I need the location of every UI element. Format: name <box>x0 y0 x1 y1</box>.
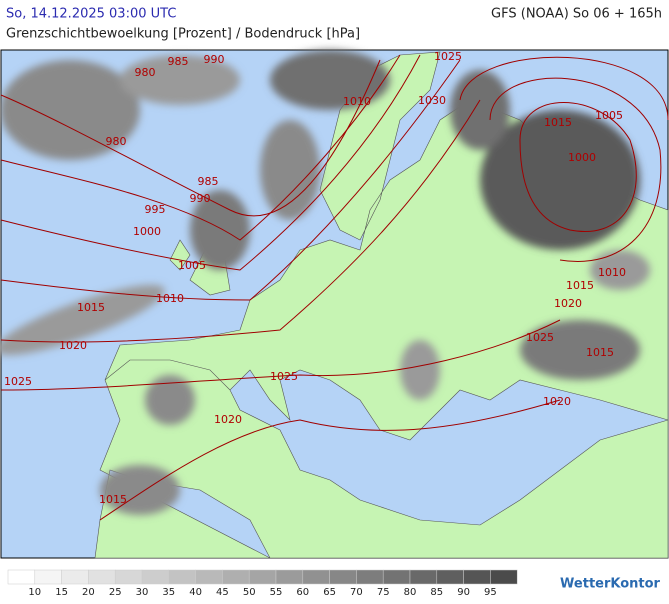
isobar-label: 1015 <box>99 493 127 506</box>
isobar-label: 1010 <box>343 95 371 108</box>
legend-tick-label: 25 <box>109 587 122 598</box>
legend-tick-label: 75 <box>377 587 390 598</box>
isobar-label: 1000 <box>133 225 161 238</box>
isobar-label: 1015 <box>566 279 594 292</box>
timestamp: So, 14.12.2025 03:00 UTC <box>6 7 176 22</box>
legend-tick-label: 95 <box>484 587 497 598</box>
legend-tick-label: 30 <box>136 587 149 598</box>
isobar-label: 995 <box>145 203 166 216</box>
isobar-label: 1025 <box>526 331 554 344</box>
isobar-label: 1030 <box>418 94 446 107</box>
isobar-label: 1015 <box>586 346 614 359</box>
legend-tick-label: 85 <box>430 587 443 598</box>
legend-swatch <box>141 569 170 585</box>
legend-swatch <box>61 569 89 585</box>
cloud-cover <box>0 50 650 515</box>
isobar-label: 1015 <box>544 116 572 129</box>
legend-tick-label: 70 <box>350 587 363 598</box>
model-run: GFS (NOAA) So 06 + 165h <box>491 7 662 22</box>
legend-tick-label: 40 <box>189 587 202 598</box>
legend-tick-label: 90 <box>457 587 470 598</box>
isobar-label: 1015 <box>77 301 105 314</box>
legend-swatch <box>302 569 330 585</box>
legend-swatch <box>195 569 223 585</box>
isobar-label: 990 <box>190 192 211 205</box>
legend-swatch <box>409 569 438 585</box>
isobar-label: 1025 <box>270 370 298 383</box>
legend-swatch <box>329 569 357 585</box>
legend-tick-label: 60 <box>296 587 309 598</box>
isobars <box>0 54 669 521</box>
isobar-label: 985 <box>168 55 189 68</box>
legend-tick-label: 35 <box>162 587 175 598</box>
legend-tick-label: 20 <box>82 587 95 598</box>
isobar-label: 1020 <box>214 413 242 426</box>
map-area: 985 990 980 1025 1010 1030 1015 1005 980 1000 985 9… <box>0 49 669 559</box>
legend-swatch <box>463 569 491 585</box>
legend-swatch <box>7 569 36 585</box>
isobar-label: 1020 <box>543 395 571 408</box>
legend: 10 15 20 25 30 35 40 45 50 55 60 65 70 75 80 85 90 95 <box>7 569 518 598</box>
legend-swatch <box>490 569 518 585</box>
subtitle: Grenzschichtbewoelkung [Prozent] / Boden… <box>6 27 360 42</box>
legend-swatch <box>34 569 62 585</box>
isobar-label: 985 <box>198 175 219 188</box>
legend-tick-label: 10 <box>28 587 41 598</box>
isobar-label: 980 <box>135 66 156 79</box>
isobar-label: 1025 <box>434 50 462 63</box>
isobar-label: 1005 <box>595 109 623 122</box>
legend-swatch <box>168 569 196 585</box>
legend-tick-label: 55 <box>270 587 283 598</box>
isobar-label: 1020 <box>554 297 582 310</box>
isobar-labels: 985 990 980 1025 1010 1030 1015 1005 980 1000 985 9… <box>4 50 626 506</box>
isobar-label: 980 <box>106 135 127 148</box>
legend-tick-label: 50 <box>243 587 256 598</box>
legend-tick-label: 80 <box>404 587 417 598</box>
legend-swatch <box>222 569 250 585</box>
legend-swatch <box>248 569 277 585</box>
isobar-label: 1010 <box>598 266 626 279</box>
legend-swatch <box>436 569 464 585</box>
logo: WetterKontor <box>560 577 661 592</box>
legend-swatch <box>356 569 384 585</box>
legend-tick-label: 45 <box>216 587 229 598</box>
isobar-label: 1010 <box>156 292 184 305</box>
legend-swatch <box>275 569 304 585</box>
isobar-label: 1025 <box>4 375 32 388</box>
legend-swatch <box>382 569 411 585</box>
isobar-label: 1000 <box>568 151 596 164</box>
legend-tick-label: 65 <box>323 587 336 598</box>
legend-tick-label: 15 <box>55 587 68 598</box>
isobar-label: 1005 <box>178 259 206 272</box>
legend-swatch <box>88 569 116 585</box>
legend-swatch <box>114 569 143 585</box>
isobar-label: 990 <box>204 53 225 66</box>
isobar-label: 1020 <box>59 339 87 352</box>
